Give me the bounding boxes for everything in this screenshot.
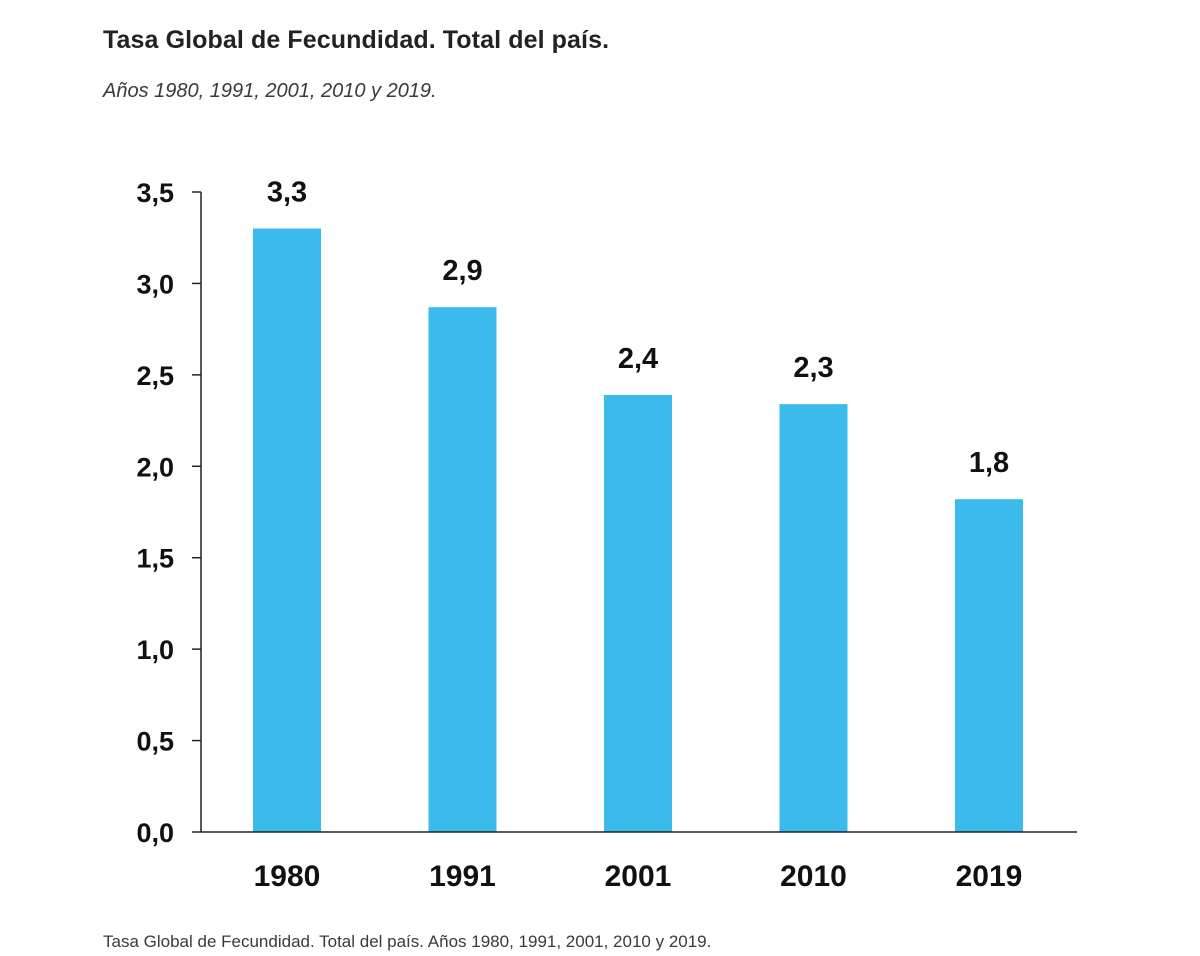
bar-1991	[428, 307, 497, 832]
y-axis: 0,0 0,5 1,0 1,5 2,0 2,5 3,0 3,5	[136, 178, 202, 848]
bar-2001	[604, 394, 672, 832]
y-tick-label: 2,0	[136, 452, 174, 482]
data-labels: 3,3 2,9 2,4 2,3 1,8	[267, 177, 1009, 480]
y-tick-label: 1,0	[136, 635, 174, 665]
bars	[253, 228, 1023, 833]
x-tick-label-2010: 2010	[780, 860, 847, 893]
bar-1980	[253, 228, 321, 833]
x-tick-label-1991: 1991	[429, 860, 496, 893]
data-label-2001: 2,4	[618, 343, 658, 375]
bar-2019	[955, 499, 1023, 832]
x-axis: 1980 1991 2001 2010 2019	[201, 831, 1077, 893]
data-label-1991: 2,9	[442, 255, 482, 287]
y-tick-label: 0,5	[136, 727, 174, 757]
y-tick-label: 2,5	[136, 361, 174, 391]
bar-2010	[779, 404, 848, 832]
data-label-1980: 3,3	[267, 177, 307, 209]
figure-caption: Tasa Global de Fecundidad. Total del paí…	[103, 932, 712, 951]
x-tick-label-2019: 2019	[956, 860, 1023, 893]
x-tick-label-2001: 2001	[605, 860, 672, 893]
y-tick-label: 1,5	[136, 544, 174, 574]
data-label-2019: 1,8	[969, 447, 1009, 479]
y-tick-label: 3,5	[136, 178, 174, 208]
chart-subtitle: Años 1980, 1991, 2001, 2010 y 2019.	[103, 80, 437, 102]
chart-title: Tasa Global de Fecundidad. Total del paí…	[103, 26, 610, 54]
y-tick-label: 0,0	[136, 818, 174, 848]
y-tick-label: 3,0	[136, 269, 174, 299]
x-tick-label-1980: 1980	[254, 860, 321, 893]
data-label-2010: 2,3	[793, 352, 833, 384]
